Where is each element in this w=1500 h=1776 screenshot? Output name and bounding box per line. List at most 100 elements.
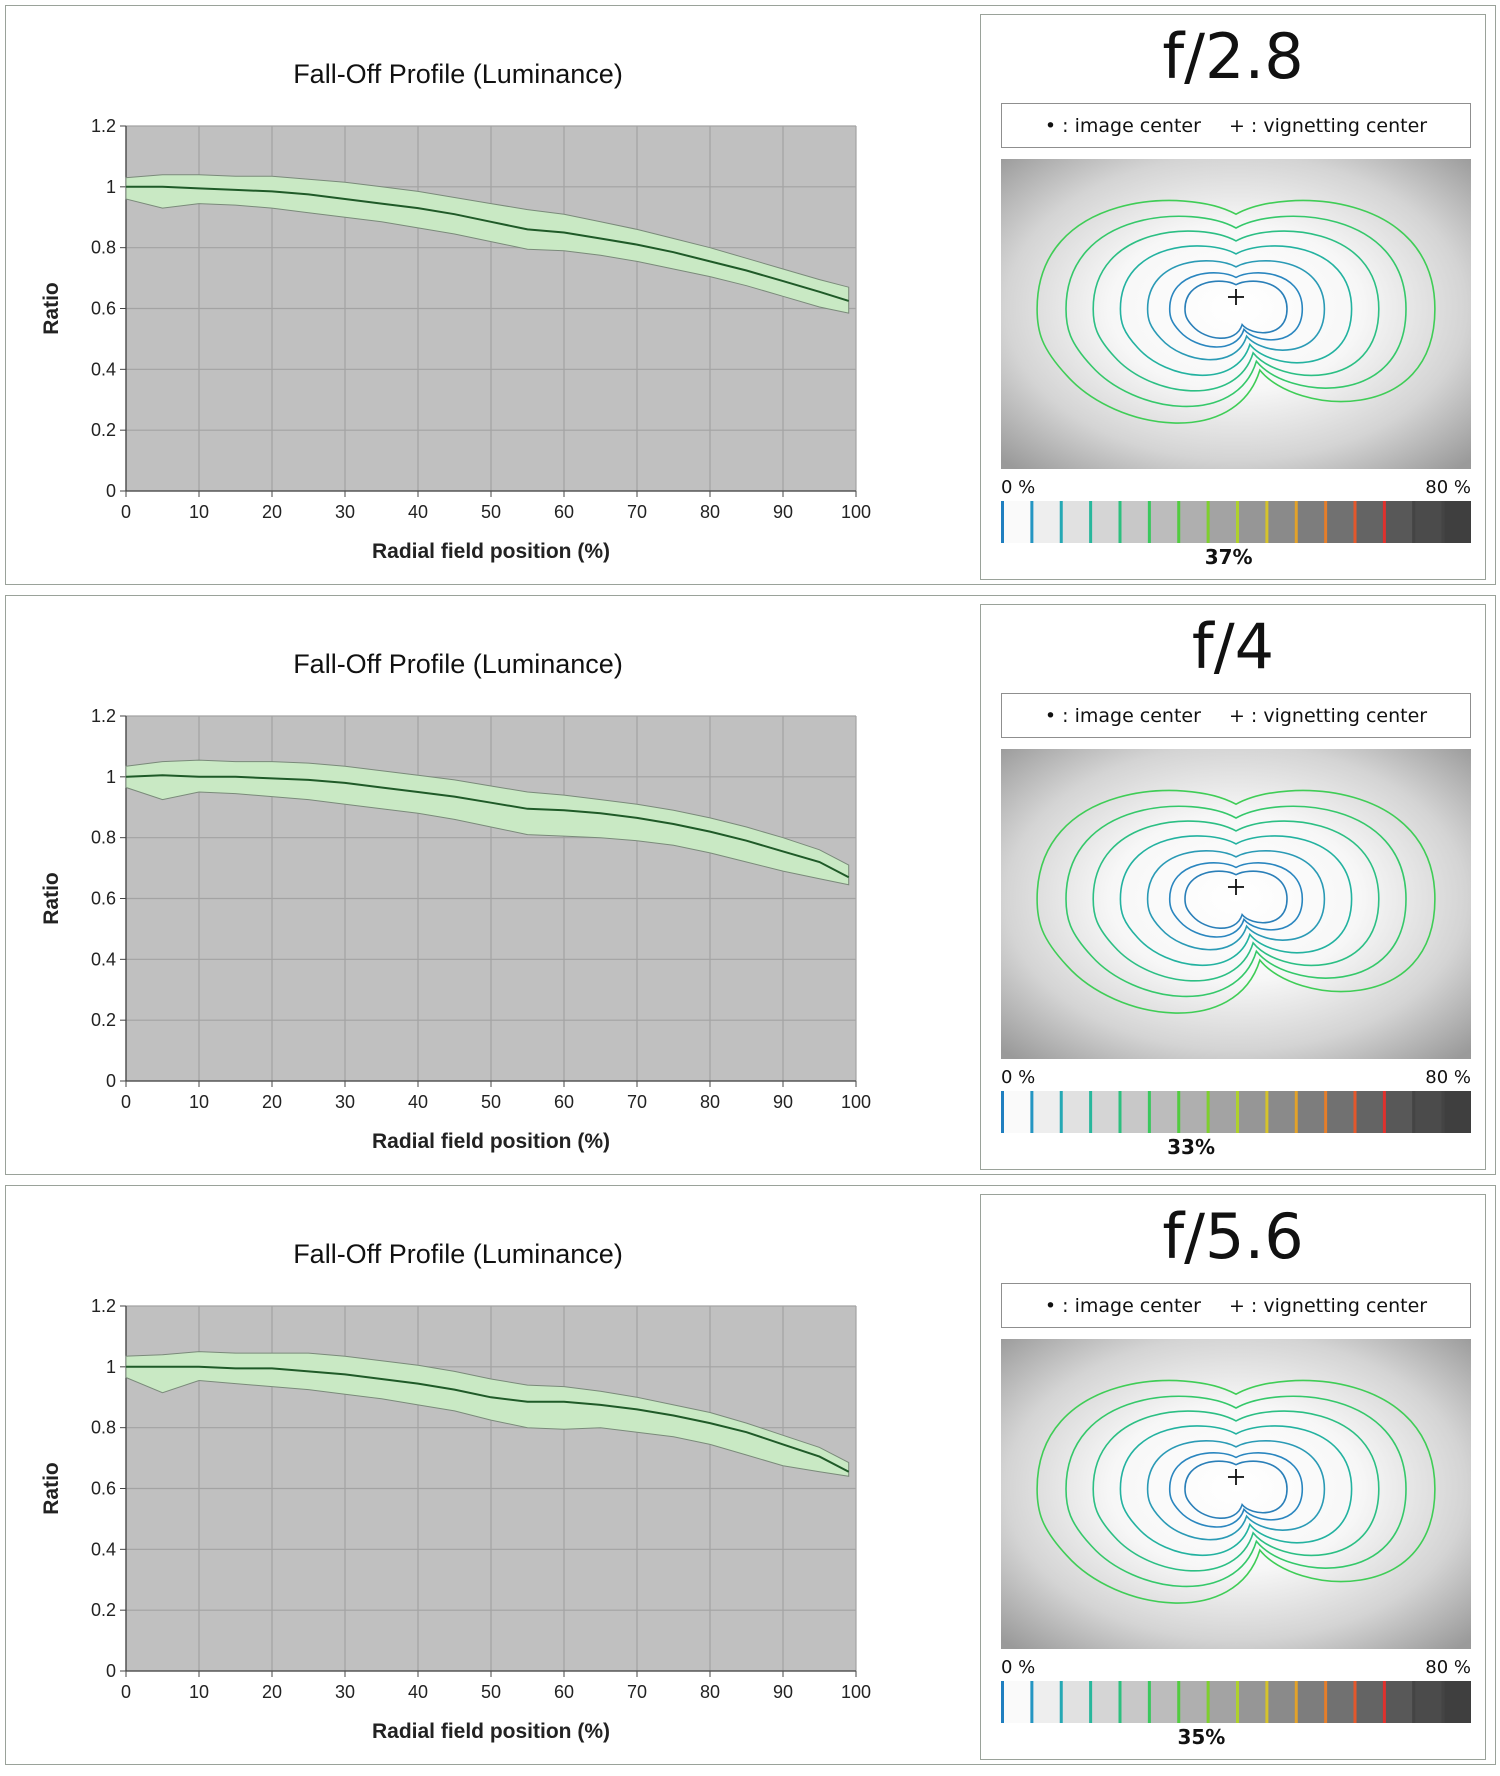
y-axis-label: Ratio bbox=[40, 1462, 63, 1515]
scale-segment bbox=[1441, 1681, 1471, 1723]
falloff-percent: 35% bbox=[1177, 1725, 1226, 1749]
scale-segment bbox=[1089, 501, 1119, 543]
luminance-map bbox=[1001, 1339, 1471, 1649]
x-axis-label: Radial field position (%) bbox=[372, 1720, 610, 1743]
scale-segment bbox=[1353, 1091, 1384, 1133]
x-tick-label: 0 bbox=[121, 1682, 131, 1702]
scale-segment bbox=[1353, 501, 1384, 543]
x-tick-label: 60 bbox=[554, 1682, 574, 1702]
deviation-band bbox=[125, 1351, 850, 1477]
y-tick-label: 0.4 bbox=[91, 1539, 116, 1559]
contour-line bbox=[1184, 280, 1288, 339]
vignetting-map-panel: f/5.6 • : image center + : vignetting ce… bbox=[980, 1194, 1486, 1760]
scale-segment bbox=[1382, 1681, 1413, 1723]
scale-segment bbox=[1265, 501, 1296, 543]
x-tick-label: 20 bbox=[262, 1092, 282, 1112]
scale-segment bbox=[1118, 1091, 1149, 1133]
x-axis-label: Radial field position (%) bbox=[372, 1130, 610, 1153]
scale-segment bbox=[1236, 501, 1266, 543]
scale-segment bbox=[1118, 501, 1149, 543]
contour-line bbox=[1065, 805, 1407, 998]
x-tick-label: 20 bbox=[262, 1682, 282, 1702]
y-tick-label: 0.4 bbox=[91, 949, 116, 969]
scale-segment bbox=[1177, 1091, 1208, 1133]
vignetting-center-legend: + : vignetting center bbox=[1228, 704, 1428, 727]
x-tick-label: 80 bbox=[700, 1682, 720, 1702]
y-tick-label: 1 bbox=[106, 177, 116, 197]
y-tick-label: 0.2 bbox=[91, 420, 116, 440]
mean-falloff-line bbox=[126, 1365, 850, 1473]
scale-segment bbox=[1089, 1681, 1119, 1723]
y-axis-label: Ratio bbox=[40, 872, 63, 925]
scale-min-label: 0 % bbox=[1001, 1067, 1036, 1088]
contour-line bbox=[1065, 1395, 1407, 1588]
aperture-label: f/2.8 bbox=[1162, 20, 1304, 93]
scale-segment bbox=[1265, 1681, 1296, 1723]
scale-segment bbox=[1059, 1681, 1090, 1723]
scale-min-label: 0 % bbox=[1001, 1657, 1036, 1678]
scale-segment bbox=[1412, 1681, 1443, 1723]
x-tick-label: 40 bbox=[408, 502, 428, 522]
scale-segment bbox=[1001, 1681, 1031, 1723]
scale-segment bbox=[1030, 501, 1061, 543]
mean-falloff-line bbox=[125, 774, 850, 879]
x-tick-label: 0 bbox=[121, 502, 131, 522]
luminance-map bbox=[1001, 749, 1471, 1059]
scale-segment bbox=[1412, 501, 1443, 543]
falloff-scale-bar bbox=[1001, 1681, 1471, 1723]
contour-line bbox=[1036, 199, 1436, 424]
y-tick-label: 0.6 bbox=[91, 889, 116, 909]
scale-segment bbox=[1206, 1681, 1237, 1723]
x-tick-label: 80 bbox=[700, 1092, 720, 1112]
falloff-percent: 33% bbox=[1167, 1135, 1215, 1159]
y-tick-label: 1.2 bbox=[91, 1296, 116, 1316]
contour-line bbox=[1092, 230, 1380, 392]
x-tick-label: 100 bbox=[841, 1682, 871, 1702]
scale-segment bbox=[1177, 501, 1208, 543]
scale-segment bbox=[1147, 1091, 1178, 1133]
vignetting-map-panel: f/2.8 • : image center + : vignetting ce… bbox=[980, 14, 1486, 580]
y-tick-label: 0 bbox=[106, 1661, 116, 1681]
map-legend: • : image center + : vignetting center bbox=[1001, 103, 1471, 148]
scale-segment bbox=[1294, 1681, 1325, 1723]
scale-segment bbox=[1001, 501, 1031, 543]
x-tick-label: 60 bbox=[554, 502, 574, 522]
x-axis-label: Radial field position (%) bbox=[372, 540, 610, 563]
y-tick-label: 0.2 bbox=[91, 1010, 116, 1030]
x-tick-label: 70 bbox=[627, 1092, 647, 1112]
contour-line bbox=[1184, 870, 1288, 929]
scale-segment bbox=[1353, 1681, 1384, 1723]
x-tick-label: 10 bbox=[189, 1092, 209, 1112]
y-tick-label: 0.6 bbox=[91, 1479, 116, 1499]
falloff-chart: Fall-Off Profile (Luminance)0 10 20 30 40 50 6… bbox=[40, 1239, 871, 1743]
chart-title: Fall-Off Profile (Luminance) bbox=[293, 649, 623, 679]
y-tick-label: 1.2 bbox=[91, 116, 116, 136]
scale-segment bbox=[1177, 1681, 1208, 1723]
scale-segment bbox=[1324, 1091, 1354, 1133]
x-tick-label: 40 bbox=[408, 1092, 428, 1112]
x-tick-label: 80 bbox=[700, 502, 720, 522]
x-tick-label: 90 bbox=[773, 502, 793, 522]
deviation-band bbox=[125, 174, 850, 314]
scale-segment bbox=[1441, 1091, 1471, 1133]
x-tick-label: 30 bbox=[335, 1092, 355, 1112]
y-tick-label: 0 bbox=[106, 1071, 116, 1091]
scale-segment bbox=[1324, 1681, 1354, 1723]
mean-falloff-line bbox=[126, 185, 849, 302]
x-tick-label: 90 bbox=[773, 1682, 793, 1702]
vignetting-contour-map bbox=[1001, 749, 1471, 1059]
x-tick-label: 50 bbox=[481, 502, 501, 522]
x-tick-label: 40 bbox=[408, 1682, 428, 1702]
y-tick-label: 1.2 bbox=[91, 706, 116, 726]
image-center-legend: • : image center bbox=[1044, 704, 1201, 727]
contour-line bbox=[1184, 1460, 1288, 1519]
x-tick-label: 100 bbox=[841, 1092, 871, 1112]
x-tick-label: 60 bbox=[554, 1092, 574, 1112]
contour-line bbox=[1168, 862, 1304, 938]
scale-segment bbox=[1147, 501, 1178, 543]
falloff-percent: 37% bbox=[1204, 545, 1253, 569]
scale-min-label: 0 % bbox=[1001, 477, 1036, 498]
vignetting-map-panel: f/4 • : image center + : vignetting cent… bbox=[980, 604, 1486, 1170]
aperture-label: f/4 bbox=[1191, 610, 1275, 683]
map-legend: • : image center + : vignetting center bbox=[1001, 693, 1471, 738]
